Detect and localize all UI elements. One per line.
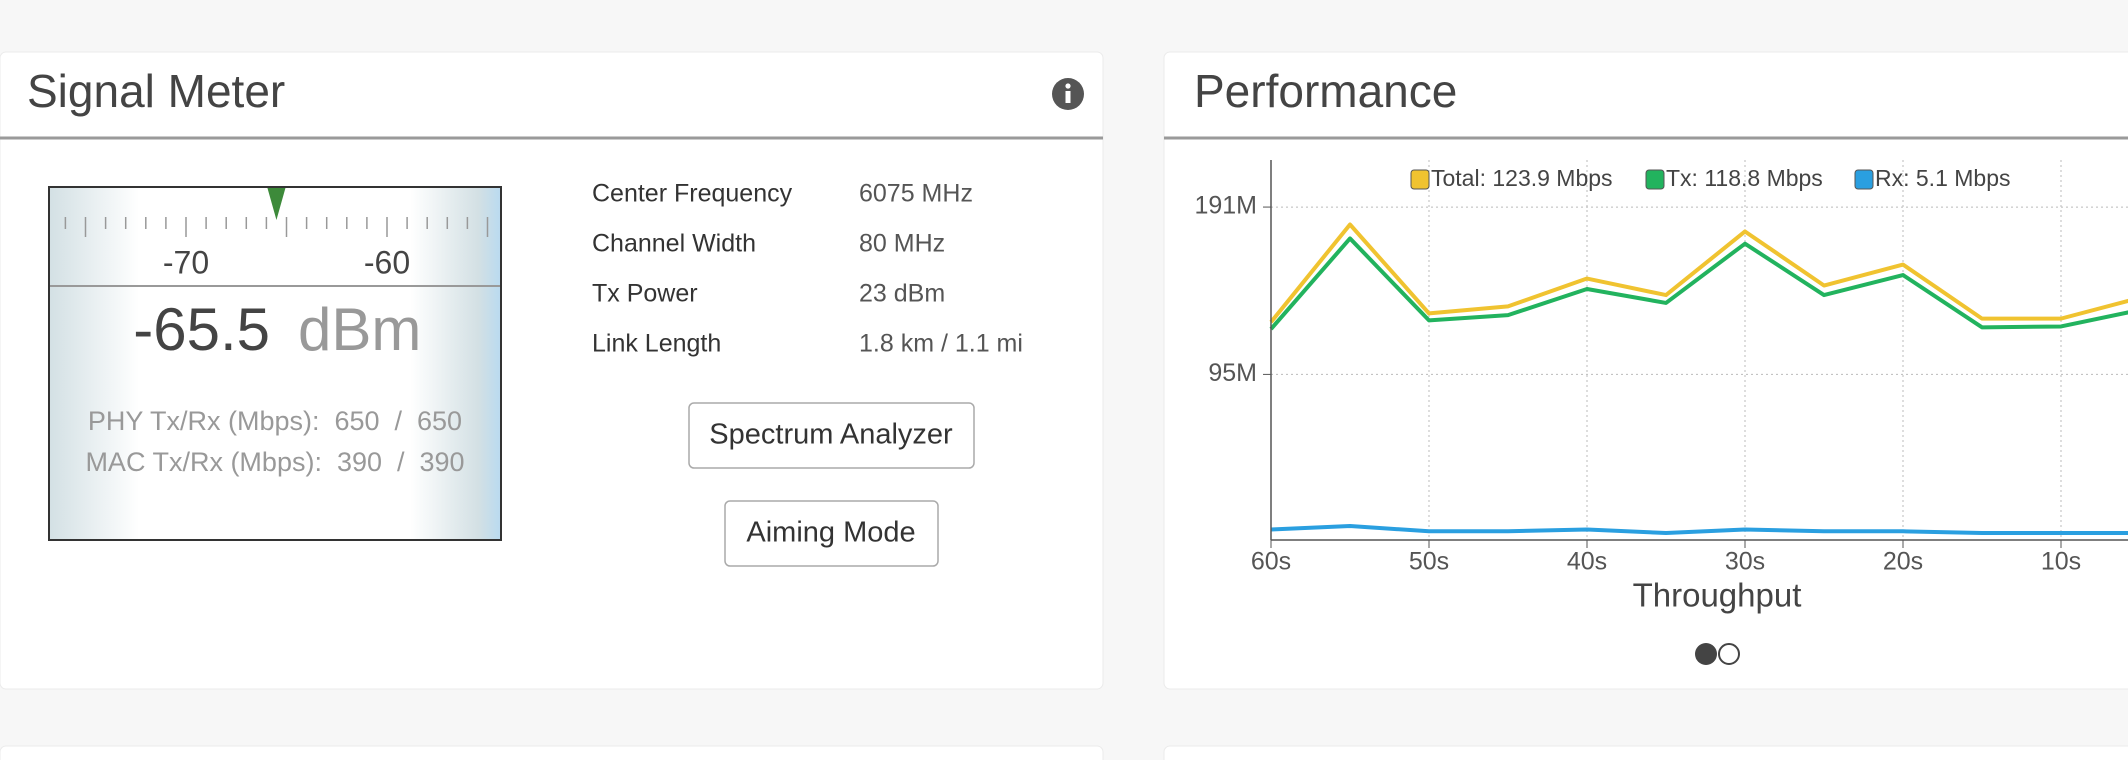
signal-unit: dBm bbox=[298, 296, 421, 363]
x-tick-label: 60s bbox=[1251, 548, 1291, 576]
button[interactable]: Aiming Mode bbox=[724, 500, 939, 567]
x-tick-label: 40s bbox=[1567, 548, 1607, 576]
x-tick-label: 30s bbox=[1725, 548, 1765, 576]
series-line bbox=[1269, 222, 2128, 324]
legend-item: Tx: 118.8 Mbps bbox=[1645, 165, 1823, 191]
legend-swatch bbox=[1645, 169, 1665, 190]
legend-label: Tx: 118.8 Mbps bbox=[1666, 165, 1823, 191]
legend-item: Total: 123.9 Mbps bbox=[1410, 165, 1613, 191]
signal-value: -65.5 bbox=[133, 296, 270, 363]
gauge-tick-label: -70 bbox=[163, 244, 209, 280]
x-tick-label: 50s bbox=[1409, 548, 1449, 576]
gauge-tick-label: -60 bbox=[364, 244, 410, 280]
info-value: 6075 MHz bbox=[859, 180, 973, 208]
info-value: 23 dBm bbox=[859, 280, 945, 308]
legend-swatch bbox=[1854, 169, 1874, 190]
gauge bbox=[48, 186, 502, 541]
y-tick-label: 191M bbox=[1194, 192, 1257, 220]
page-dot[interactable] bbox=[1695, 643, 1717, 665]
info-icon[interactable] bbox=[1052, 78, 1084, 110]
x-tick-label: 20s bbox=[1883, 548, 1923, 576]
info-label: Tx Power bbox=[592, 280, 698, 308]
panel-title: Signal Meter bbox=[27, 65, 285, 117]
mac-rate: MAC Tx/Rx (Mbps): 390 / 390 bbox=[85, 447, 464, 477]
info-value: 80 MHz bbox=[859, 230, 945, 258]
plot-area bbox=[1269, 160, 2128, 540]
series-line bbox=[1269, 236, 2128, 331]
panel-title: Performance bbox=[1194, 65, 1457, 117]
panel bbox=[0, 745, 1104, 760]
phy-rate: PHY Tx/Rx (Mbps): 650 / 650 bbox=[88, 406, 462, 436]
legend-item: Rx: 5.1 Mbps bbox=[1854, 165, 2011, 191]
gauge-needle bbox=[267, 188, 286, 220]
panel bbox=[1163, 745, 2128, 760]
legend-swatch bbox=[1410, 169, 1430, 190]
info-label: Center Frequency bbox=[592, 180, 793, 208]
legend-label: Rx: 5.1 Mbps bbox=[1875, 165, 2011, 191]
button-label[interactable]: Aiming Mode bbox=[746, 517, 915, 549]
y-tick-label: 95M bbox=[1208, 359, 1257, 387]
x-tick-label: 10s bbox=[2041, 548, 2081, 576]
info-label: Link Length bbox=[592, 330, 721, 358]
button-label[interactable]: Spectrum Analyzer bbox=[709, 419, 953, 451]
button[interactable]: Spectrum Analyzer bbox=[688, 402, 975, 469]
legend-label: Total: 123.9 Mbps bbox=[1431, 165, 1613, 191]
x-axis-label: Throughput bbox=[1633, 577, 1802, 614]
info-label: Channel Width bbox=[592, 230, 756, 258]
series-line bbox=[1270, 524, 2128, 536]
info-value: 1.8 km / 1.1 mi bbox=[859, 330, 1023, 358]
page-dot[interactable] bbox=[1718, 643, 1740, 665]
